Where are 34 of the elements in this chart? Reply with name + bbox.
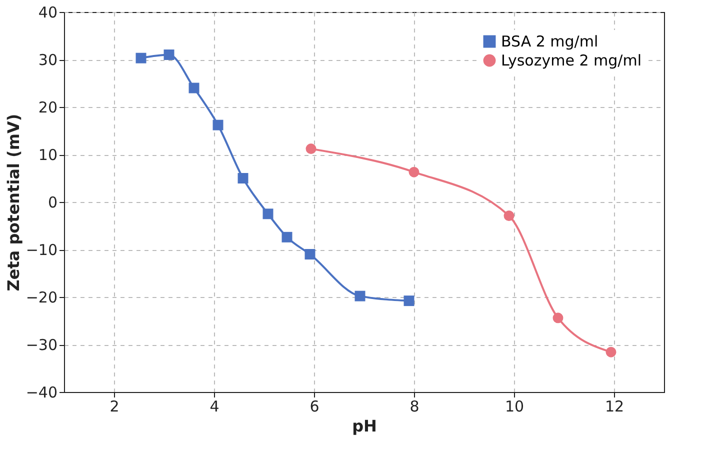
point bbox=[282, 232, 292, 242]
point bbox=[238, 173, 248, 184]
point bbox=[262, 208, 274, 220]
point bbox=[552, 312, 564, 324]
point bbox=[408, 166, 420, 178]
y-tick-label: 10 bbox=[38, 146, 58, 164]
point bbox=[212, 120, 224, 130]
x-tick-label: 2 bbox=[110, 398, 120, 416]
x-tick-label: 4 bbox=[210, 398, 220, 416]
point bbox=[188, 82, 200, 94]
y-tick-label: −40 bbox=[26, 384, 58, 402]
point bbox=[164, 50, 174, 60]
y-tick-label: −30 bbox=[26, 336, 58, 354]
x-tick-label: 6 bbox=[310, 398, 320, 416]
point bbox=[304, 249, 316, 260]
x-tick-label: 8 bbox=[410, 398, 420, 416]
x-axis-title: pH bbox=[352, 416, 377, 436]
y-tick-label: 20 bbox=[38, 98, 58, 116]
legend-label: BSA 2 mg/ml bbox=[501, 32, 598, 50]
y-tick-label: 0 bbox=[48, 194, 58, 212]
y-tick-label: −10 bbox=[26, 241, 58, 259]
x-tick-label: 12 bbox=[604, 398, 624, 416]
point bbox=[354, 290, 366, 302]
point bbox=[136, 52, 146, 64]
point bbox=[504, 210, 514, 222]
point bbox=[606, 346, 616, 358]
point bbox=[306, 144, 316, 154]
y-tick-label: 30 bbox=[38, 51, 58, 69]
x-tick-label: 10 bbox=[504, 398, 524, 416]
point bbox=[404, 296, 414, 306]
y-axis-title: Zeta potential (mV) bbox=[4, 114, 23, 292]
legend-label: Lysozyme 2 mg/ml bbox=[501, 52, 642, 70]
y-tick-label: 40 bbox=[38, 4, 58, 22]
y-tick-label: −20 bbox=[26, 288, 58, 306]
